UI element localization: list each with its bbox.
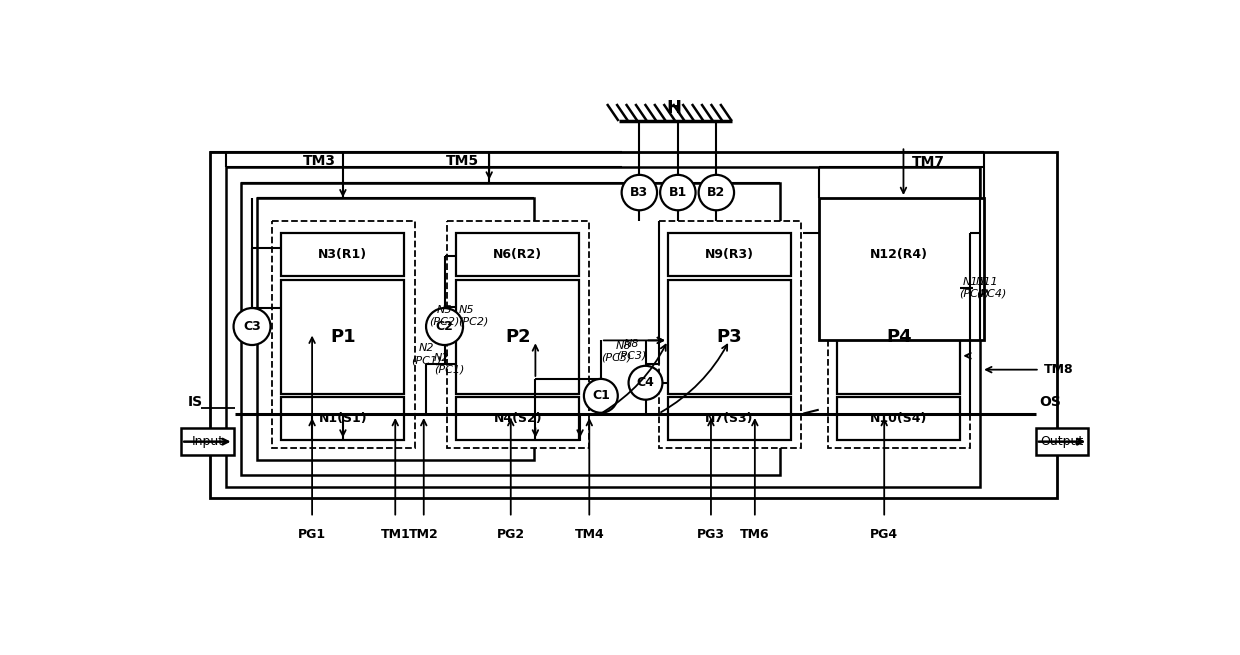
Text: PG2: PG2 <box>497 528 525 541</box>
Bar <box>668 233 791 276</box>
Bar <box>211 152 1058 498</box>
Text: TM3: TM3 <box>304 154 336 168</box>
Bar <box>226 167 981 487</box>
Text: C4: C4 <box>636 376 655 389</box>
Text: B1: B1 <box>668 186 687 199</box>
Text: N10(S4): N10(S4) <box>870 412 928 425</box>
Text: TM4: TM4 <box>574 528 604 541</box>
Text: C3: C3 <box>243 320 260 333</box>
Text: N9(R3): N9(R3) <box>704 248 754 261</box>
Bar <box>837 233 961 276</box>
Bar <box>837 280 961 394</box>
Bar <box>828 221 971 448</box>
Text: TM2: TM2 <box>409 528 439 541</box>
Text: N1(S1): N1(S1) <box>319 412 367 425</box>
Text: TM7: TM7 <box>911 155 945 169</box>
Text: PG1: PG1 <box>298 528 326 541</box>
Bar <box>818 198 985 341</box>
Text: PG3: PG3 <box>697 528 725 541</box>
Circle shape <box>621 175 657 210</box>
Circle shape <box>427 308 463 345</box>
Bar <box>668 280 791 394</box>
Text: P3: P3 <box>717 328 743 346</box>
Text: N8
(PC3): N8 (PC3) <box>616 339 647 360</box>
Text: TM5: TM5 <box>445 154 479 168</box>
Bar <box>658 221 801 448</box>
Text: Input: Input <box>191 435 223 448</box>
Text: N4(S2): N4(S2) <box>494 412 542 425</box>
Text: P1: P1 <box>330 328 356 346</box>
Circle shape <box>698 175 734 210</box>
Text: B3: B3 <box>630 186 649 199</box>
Bar <box>456 233 579 276</box>
Bar <box>281 280 404 394</box>
Bar <box>668 397 791 441</box>
Bar <box>281 397 404 441</box>
Circle shape <box>660 175 696 210</box>
Bar <box>242 183 780 475</box>
Text: N12(R4): N12(R4) <box>869 248 928 261</box>
Bar <box>181 428 233 455</box>
Text: TM1: TM1 <box>381 528 410 541</box>
Text: H: H <box>667 99 682 117</box>
Circle shape <box>629 365 662 400</box>
Text: Output: Output <box>1040 435 1084 448</box>
Text: N11
(PC4): N11 (PC4) <box>959 277 990 299</box>
Text: N5
(PC2): N5 (PC2) <box>429 305 460 327</box>
Bar <box>272 221 414 448</box>
Text: TM8: TM8 <box>1044 363 1074 376</box>
Text: N6(R2): N6(R2) <box>494 248 542 261</box>
Text: N5
(PC2): N5 (PC2) <box>459 305 489 327</box>
Text: P2: P2 <box>505 328 531 346</box>
Text: N2
(PC1): N2 (PC1) <box>434 352 464 374</box>
Bar <box>257 198 534 460</box>
Bar <box>456 397 579 441</box>
Text: P4: P4 <box>887 328 911 346</box>
Bar <box>281 233 404 276</box>
Circle shape <box>584 379 618 413</box>
Text: C1: C1 <box>591 389 610 402</box>
Text: OS: OS <box>1040 395 1061 409</box>
Text: PG4: PG4 <box>870 528 898 541</box>
Text: C2: C2 <box>435 320 454 333</box>
Text: TM6: TM6 <box>740 528 770 541</box>
Bar <box>837 397 961 441</box>
Text: B2: B2 <box>707 186 725 199</box>
Bar <box>1035 428 1089 455</box>
Bar <box>456 280 579 394</box>
Text: N3(R1): N3(R1) <box>319 248 367 261</box>
Bar <box>446 221 589 448</box>
Text: IS: IS <box>187 395 202 409</box>
Text: N2
(PC1): N2 (PC1) <box>410 343 441 365</box>
Text: N7(S3): N7(S3) <box>706 412 754 425</box>
Text: N8
(PC3): N8 (PC3) <box>601 341 631 363</box>
Circle shape <box>233 308 270 345</box>
Text: N11
(PC4): N11 (PC4) <box>976 277 1006 299</box>
